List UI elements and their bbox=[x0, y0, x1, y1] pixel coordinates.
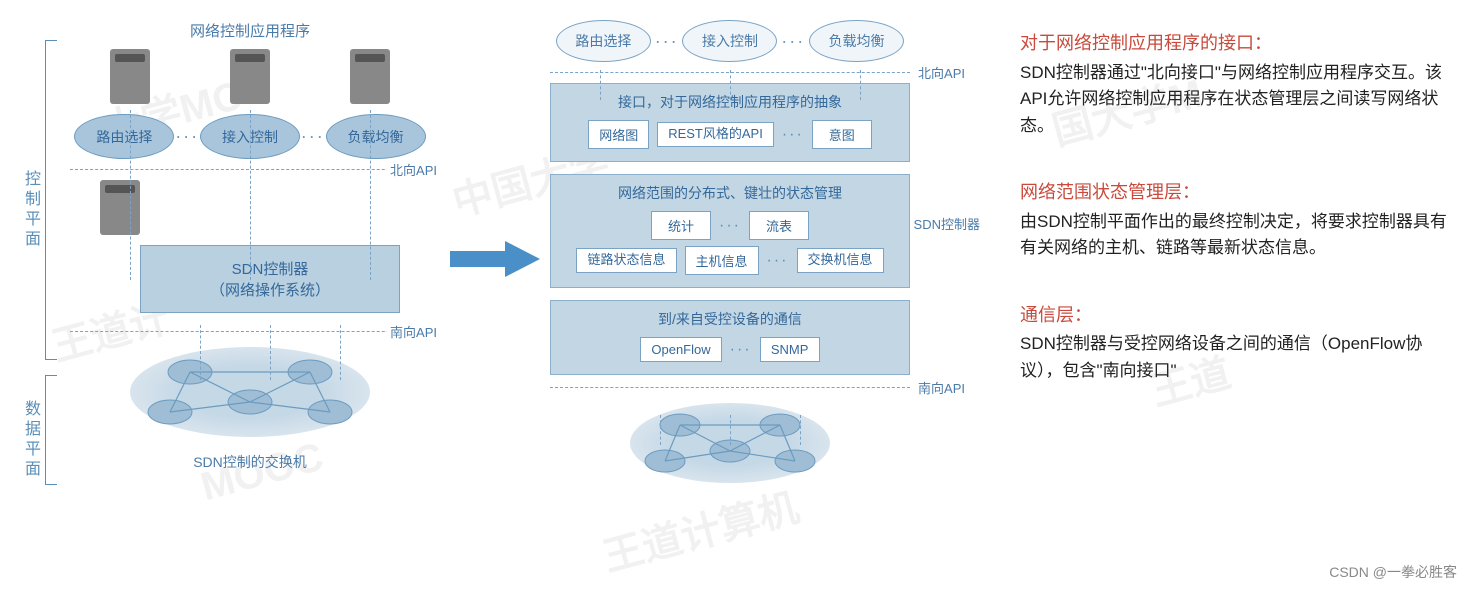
southbound-api-line: 南向API bbox=[70, 331, 430, 332]
south-api-label: 南向API bbox=[387, 322, 440, 341]
box-openflow: OpenFlow bbox=[640, 337, 721, 362]
box-intent: 意图 bbox=[812, 120, 872, 149]
layer3-title: 到/来自受控设备的通信 bbox=[563, 309, 897, 329]
server-icon bbox=[110, 49, 150, 104]
csdn-footer: CSDN @一拳必胜客 bbox=[1329, 562, 1457, 582]
dots-icon: ··· bbox=[655, 31, 679, 52]
server-icon bbox=[350, 49, 390, 104]
mid-oval-routing: 路由选择 bbox=[556, 20, 651, 62]
dots-icon: ··· bbox=[781, 31, 805, 52]
switch-cloud bbox=[130, 347, 370, 437]
arrow-icon bbox=[450, 239, 540, 279]
box-stats: 统计 bbox=[651, 211, 711, 240]
box-link: 链路状态信息 bbox=[576, 248, 676, 272]
dots-icon: ··· bbox=[175, 126, 199, 147]
s2-body: 由SDN控制平面作出的最终控制决定，将要求控制器具有有关网络的主机、链路等最新状… bbox=[1020, 209, 1450, 262]
comm-layer-box: 到/来自受控设备的通信 OpenFlow ··· SNMP bbox=[550, 300, 910, 375]
server-icon bbox=[230, 49, 270, 104]
dots-icon: ··· bbox=[719, 217, 741, 235]
control-plane-label: 控制平面 bbox=[18, 170, 42, 250]
box-switch: 交换机信息 bbox=[797, 248, 884, 272]
server-icon bbox=[100, 180, 140, 235]
control-plane-bracket bbox=[45, 40, 57, 360]
section-comm: 通信层： SDN控制器与受控网络设备之间的通信（OpenFlow协议），包含"南… bbox=[1020, 302, 1450, 385]
explanation-text: 对于网络控制应用程序的接口： SDN控制器通过"北向接口"与网络控制应用程序交互… bbox=[980, 20, 1450, 498]
servers-row bbox=[70, 49, 430, 104]
sdn-controller-box: SDN控制器 （网络操作系统） bbox=[140, 245, 400, 313]
s3-body: SDN控制器与受控网络设备之间的通信（OpenFlow协议），包含"南向接口" bbox=[1020, 331, 1450, 384]
mid-sdn-diagram: 路由选择 ··· 接入控制 ··· 负载均衡 北向API 接口，对于网络控制应用… bbox=[550, 20, 980, 498]
switches-label: SDN控制的交换机 bbox=[70, 452, 430, 472]
s3-title: 通信层： bbox=[1020, 302, 1450, 330]
box-flow: 流表 bbox=[749, 211, 809, 240]
dots-icon: ··· bbox=[767, 252, 789, 270]
dots-icon: ··· bbox=[782, 126, 804, 144]
box-snmp: SNMP bbox=[760, 337, 820, 362]
dots-icon: ··· bbox=[730, 341, 752, 359]
oval-routing: 路由选择 bbox=[74, 114, 174, 159]
mid-north-api-label: 北向API bbox=[918, 63, 965, 82]
box-netgraph: 网络图 bbox=[588, 120, 649, 149]
dots-icon: ··· bbox=[301, 126, 325, 147]
box-rest: REST风格的API bbox=[657, 122, 774, 146]
north-api-label: 北向API bbox=[387, 160, 440, 179]
mid-oval-access: 接入控制 bbox=[682, 20, 777, 62]
state-layer-box: 网络范围的分布式、键壮的状态管理 统计 ··· 流表 链路状态信息 主机信息 ·… bbox=[550, 174, 910, 288]
diagram-container: 控制平面 数据平面 网络控制应用程序 路由选择 ··· 接入控制 ··· 负载均… bbox=[0, 0, 1477, 518]
layer2-title: 网络范围的分布式、键壮的状态管理 bbox=[563, 183, 897, 203]
section-state: 网络范围状态管理层： 由SDN控制平面作出的最终控制决定，将要求控制器具有有关网… bbox=[1020, 179, 1450, 262]
mid-oval-load: 负载均衡 bbox=[809, 20, 904, 62]
oval-load: 负载均衡 bbox=[326, 114, 426, 159]
s1-body: SDN控制器通过"北向接口"与网络控制应用程序交互。该API允许网络控制应用程序… bbox=[1020, 60, 1450, 139]
controller-server bbox=[100, 180, 430, 235]
s2-title: 网络范围状态管理层： bbox=[1020, 179, 1450, 207]
mid-south-api-label: 南向API bbox=[918, 378, 965, 397]
controller-line2: （网络操作系统） bbox=[153, 279, 387, 300]
left-sdn-diagram: 控制平面 数据平面 网络控制应用程序 路由选择 ··· 接入控制 ··· 负载均… bbox=[10, 20, 440, 498]
mid-south-api-line: 南向API bbox=[550, 387, 910, 388]
app-title: 网络控制应用程序 bbox=[70, 20, 430, 41]
controller-line1: SDN控制器 bbox=[153, 258, 387, 279]
sdn-controller-side-label: SDN控制器 bbox=[914, 214, 980, 233]
section-interface: 对于网络控制应用程序的接口： SDN控制器通过"北向接口"与网络控制应用程序交互… bbox=[1020, 30, 1450, 139]
arrow-column bbox=[440, 20, 550, 498]
mid-ovals-row: 路由选择 ··· 接入控制 ··· 负载均衡 bbox=[550, 20, 910, 62]
data-plane-bracket bbox=[45, 375, 57, 485]
s1-title: 对于网络控制应用程序的接口： bbox=[1020, 30, 1450, 58]
data-plane-label: 数据平面 bbox=[18, 400, 42, 480]
box-host: 主机信息 bbox=[685, 246, 759, 275]
